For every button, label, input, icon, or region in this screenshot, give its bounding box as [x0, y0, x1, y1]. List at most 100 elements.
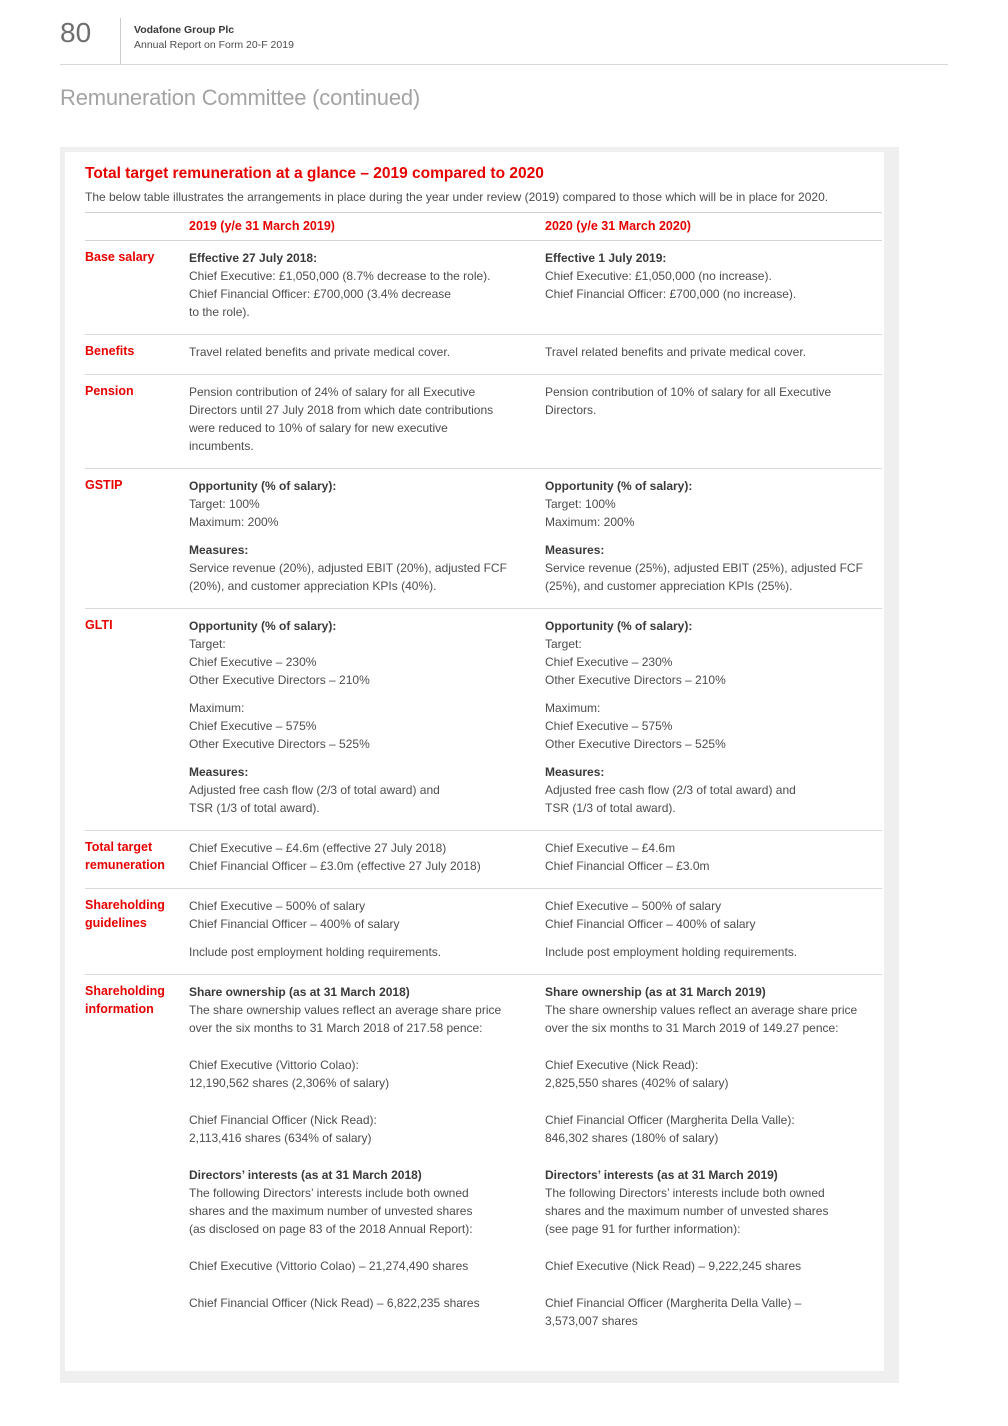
- text-line: Chief Financial Officer – 400% of salary: [545, 917, 756, 931]
- paragraph-heading: Directors’ interests (as at 31 March 201…: [189, 1168, 422, 1182]
- paragraph-heading: Share ownership (as at 31 March 2018): [189, 985, 410, 999]
- text-line: Other Executive Directors – 525%: [189, 737, 370, 751]
- text-line: to the role).: [189, 305, 250, 319]
- row-label: Benefits: [85, 344, 135, 358]
- paragraph-heading: Effective 27 July 2018:: [189, 251, 318, 265]
- column-header-2019: 2019 (y/e 31 March 2019): [189, 219, 335, 233]
- cell-2020: Opportunity (% of salary): Target: 100% Ma…: [545, 477, 882, 595]
- cell-2019: Opportunity (% of salary): Target: Chief E…: [189, 617, 545, 817]
- text-line: Chief Executive (Vittorio Colao):: [189, 1058, 359, 1072]
- paragraph-heading: Measures:: [189, 765, 249, 779]
- table-row: Base salary Effective 27 July 2018: Chief …: [85, 241, 882, 335]
- text-line: Include post employment holding requirem…: [545, 945, 798, 959]
- text-line: Travel related benefits and private medi…: [189, 345, 451, 359]
- text-line: Chief Financial Officer: £700,000 (3.4% …: [189, 287, 451, 301]
- text-line: The share ownership values reflect an av…: [189, 1003, 502, 1017]
- paragraph-heading: Measures:: [545, 543, 605, 557]
- report-page: 80 Vodafone Group Plc Annual Report on F…: [60, 0, 948, 1383]
- text-line: Travel related benefits and private medi…: [545, 345, 807, 359]
- text-line: Chief Financial Officer – £3.0m: [545, 859, 710, 873]
- table-row: Shareholding guidelines Chief Executive –…: [85, 889, 882, 975]
- paragraph-heading: Directors’ interests (as at 31 March 201…: [545, 1168, 778, 1182]
- paragraph-heading: Measures:: [545, 765, 605, 779]
- paragraph: Opportunity (% of salary): Target: 100% Ma…: [545, 477, 878, 531]
- row-label: Shareholding information: [85, 984, 165, 1016]
- text-line: 2,113,416 shares (634% of salary): [189, 1131, 372, 1145]
- table-row: Benefits Travel related benefits and priv…: [85, 335, 882, 375]
- header-divider: [120, 18, 121, 64]
- text-line: (see page 91 for further information):: [545, 1222, 741, 1236]
- cell-2020: Chief Executive – £4.6m Chief Financial O…: [545, 839, 882, 875]
- paragraph: Chief Executive (Nick Read) – 9,222,245 …: [545, 1257, 878, 1275]
- text-line: Chief Executive – £4.6m: [545, 841, 676, 855]
- paragraph: Chief Executive (Nick Read): 2,825,550 sh…: [545, 1056, 878, 1092]
- header-rule: [60, 64, 948, 65]
- paragraph: Chief Financial Officer (Nick Read): 2,11…: [189, 1111, 529, 1147]
- text-line: TSR (1/3 of total award).: [189, 801, 320, 815]
- page-header: 80 Vodafone Group Plc Annual Report on F…: [60, 0, 948, 64]
- header-meta: Vodafone Group Plc Annual Report on Form…: [134, 18, 294, 52]
- paragraph: Chief Financial Officer (Margherita Dell…: [545, 1294, 878, 1330]
- text-line: Chief Financial Officer – £3.0m (effecti…: [189, 859, 481, 873]
- text-line: were reduced to 10% of salary for new ex…: [189, 421, 448, 435]
- paragraph-heading: Measures:: [189, 543, 249, 557]
- text-line: The share ownership values reflect an av…: [545, 1003, 858, 1017]
- paragraph: Effective 27 July 2018: Chief Executive: …: [189, 249, 529, 321]
- paragraph: Chief Executive – £4.6m Chief Financial O…: [545, 839, 878, 875]
- paragraph: Directors’ interests (as at 31 March 201…: [189, 1166, 529, 1238]
- paragraph: Maximum: Chief Executive – 575% Other Exec…: [189, 699, 529, 753]
- paragraph: Chief Financial Officer (Margherita Dell…: [545, 1111, 878, 1147]
- paragraph-heading: Opportunity (% of salary):: [545, 479, 693, 493]
- text-line: Other Executive Directors – 210%: [545, 673, 726, 687]
- paragraph: Chief Executive – £4.6m (effective 27 Ju…: [189, 839, 529, 875]
- page-number: 80: [60, 17, 92, 48]
- text-line: Target:: [189, 637, 226, 651]
- cell-2019: Opportunity (% of salary): Target: 100% Ma…: [189, 477, 545, 595]
- panel-intro: The below table illustrates the arrangem…: [85, 190, 829, 204]
- paragraph: Share ownership (as at 31 March 2018) The…: [189, 983, 529, 1037]
- text-line: Include post employment holding requirem…: [189, 945, 442, 959]
- table-row: GSTIP Opportunity (% of salary): Target: 1…: [85, 469, 882, 609]
- text-line: (25%), and customer appreciation KPIs (2…: [545, 579, 793, 593]
- text-line: Other Executive Directors – 210%: [189, 673, 370, 687]
- text-line: Maximum:: [545, 701, 601, 715]
- text-line: Pension contribution of 24% of salary fo…: [189, 385, 476, 399]
- text-line: Chief Executive (Nick Read):: [545, 1058, 699, 1072]
- paragraph: Directors’ interests (as at 31 March 201…: [545, 1166, 878, 1238]
- cell-2020: Share ownership (as at 31 March 2019) The…: [545, 983, 882, 1330]
- text-line: Other Executive Directors – 525%: [545, 737, 726, 751]
- text-line: Chief Executive: £1,050,000 (no increase…: [545, 269, 772, 283]
- paragraph: Measures: Adjusted free cash flow (2/3 of…: [545, 763, 878, 817]
- text-line: Adjusted free cash flow (2/3 of total aw…: [189, 783, 440, 797]
- cell-2020: Effective 1 July 2019: Chief Executive: £…: [545, 249, 882, 321]
- paragraph: Measures: Service revenue (20%), adjusted…: [189, 541, 529, 595]
- text-line: 3,573,007 shares: [545, 1314, 638, 1328]
- text-line: Chief Executive – 575%: [189, 719, 317, 733]
- cell-2019: Share ownership (as at 31 March 2018) The…: [189, 983, 545, 1330]
- paragraph-heading: Effective 1 July 2019:: [545, 251, 667, 265]
- section-title: Remuneration Committee (continued): [60, 85, 421, 110]
- text-line: (20%), and customer appreciation KPIs (4…: [189, 579, 437, 593]
- table-row: Total target remuneration Chief Executive…: [85, 831, 882, 889]
- text-line: Service revenue (20%), adjusted EBIT (20…: [189, 561, 507, 575]
- text-line: The following Directors’ interests inclu…: [545, 1186, 825, 1200]
- text-line: Chief Executive – 230%: [545, 655, 673, 669]
- paragraph: Chief Executive – 500% of salary Chief Fi…: [189, 897, 529, 933]
- paragraph: Chief Financial Officer (Nick Read) – 6,…: [189, 1294, 529, 1312]
- row-label: Base salary: [85, 250, 155, 264]
- table-body: Base salary Effective 27 July 2018: Chief …: [85, 241, 882, 1343]
- text-line: Directors until 27 July 2018 from which …: [189, 403, 494, 417]
- paragraph-heading: Opportunity (% of salary):: [189, 479, 337, 493]
- cell-2019: Chief Executive – 500% of salary Chief Fi…: [189, 897, 545, 961]
- table-row: Shareholding information Share ownership …: [85, 975, 882, 1343]
- paragraph: Include post employment holding requirem…: [545, 943, 878, 961]
- label-column-spacer: [85, 219, 189, 233]
- text-line: Chief Executive – 500% of salary: [545, 899, 722, 913]
- text-line: Chief Executive – 575%: [545, 719, 673, 733]
- column-header-row: 2019 (y/e 31 March 2019) 2020 (y/e 31 Ma…: [85, 212, 882, 241]
- text-line: Chief Financial Officer (Margherita Dell…: [545, 1113, 795, 1127]
- text-line: shares and the maximum number of unveste…: [189, 1204, 473, 1218]
- paragraph: Travel related benefits and private medi…: [189, 343, 529, 361]
- paragraph: Chief Executive (Vittorio Colao): 12,190,…: [189, 1056, 529, 1092]
- text-line: Directors.: [545, 403, 597, 417]
